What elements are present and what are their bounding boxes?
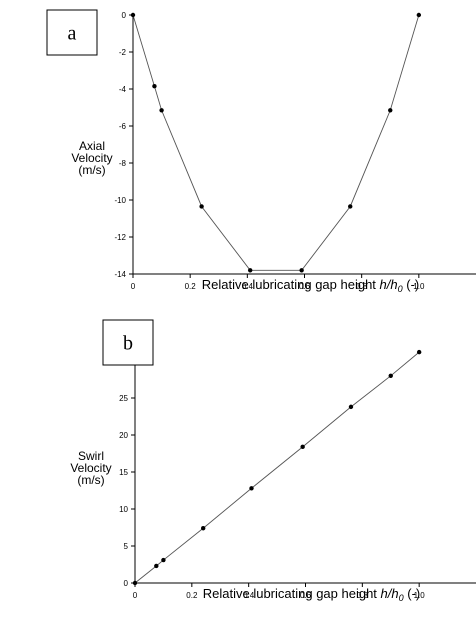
data-point (159, 108, 164, 113)
x-tick-label: 0.8 (356, 282, 368, 291)
data-point (299, 268, 304, 273)
y-tick-label: 15 (119, 468, 128, 477)
data-point (132, 580, 138, 586)
data-point (388, 108, 393, 113)
x-tick-label: 0.8 (357, 591, 369, 600)
y-tick-label: 20 (119, 431, 128, 440)
series-line (132, 14, 420, 271)
panel-label-box (46, 9, 98, 56)
x-tick-label: 0.4 (242, 282, 254, 291)
y-tick-label: -6 (119, 122, 127, 131)
x-tick-label: 0 (133, 591, 138, 600)
x-tick-label: 1.0 (414, 591, 426, 600)
y-tick-label: 10 (119, 505, 128, 514)
data-point (416, 349, 422, 355)
data-point (300, 444, 305, 450)
data-point (348, 204, 353, 209)
data-point (348, 404, 354, 410)
x-tick-label: 0.2 (185, 282, 197, 291)
y-tick-label: -10 (114, 196, 126, 205)
y-tick-label: -8 (119, 159, 127, 168)
data-point (161, 557, 166, 563)
y-axis-title-line: Velocity (71, 151, 112, 165)
y-tick-label: 0 (124, 579, 129, 588)
x-tick-label: 0.4 (243, 591, 255, 600)
y-axis-title-line: (m/s) (77, 473, 104, 487)
data-point (249, 486, 254, 491)
y-tick-label: 0 (122, 11, 127, 20)
series-line (134, 351, 420, 584)
data-point (247, 268, 253, 273)
y-tick-label: -12 (114, 233, 126, 242)
data-point (201, 526, 206, 531)
y-tick-label: -2 (119, 48, 127, 57)
data-point (199, 204, 204, 209)
data-point (388, 373, 393, 378)
x-tick-label: 0 (131, 282, 136, 291)
data-point (154, 563, 159, 569)
x-axis-title: Relative lubricating gap height h/h0 (-) (203, 586, 420, 603)
panel-label-box (102, 319, 154, 366)
data-point (152, 84, 157, 89)
data-point (130, 12, 136, 18)
x-tick-label: 0.6 (299, 282, 311, 291)
x-tick-label: 0.6 (300, 591, 312, 600)
x-axis-title: Relative lubricating gap height h/h0 (-) (202, 277, 419, 294)
y-axis-title-line: Axial (79, 139, 105, 153)
y-axis-title-line: (m/s) (78, 163, 105, 177)
data-point (416, 12, 422, 18)
y-tick-label: 5 (124, 542, 129, 551)
panel-label: b (123, 333, 133, 355)
x-tick-label: 0.2 (186, 591, 198, 600)
y-axis-title-line: Swirl (78, 449, 104, 463)
y-tick-label: -14 (114, 270, 126, 279)
x-tick-label: 1.0 (413, 282, 425, 291)
panel-a: 0 -2 -4 -6 -8 -10 -12 -14 0 0.2 0.4 0.6 0.8 1.0Relati… (46, 9, 476, 294)
y-tick-label: 25 (119, 394, 128, 403)
y-tick-label: -4 (119, 85, 127, 94)
y-axis-title-line: Velocity (70, 461, 111, 475)
panel-label: a (68, 23, 77, 45)
